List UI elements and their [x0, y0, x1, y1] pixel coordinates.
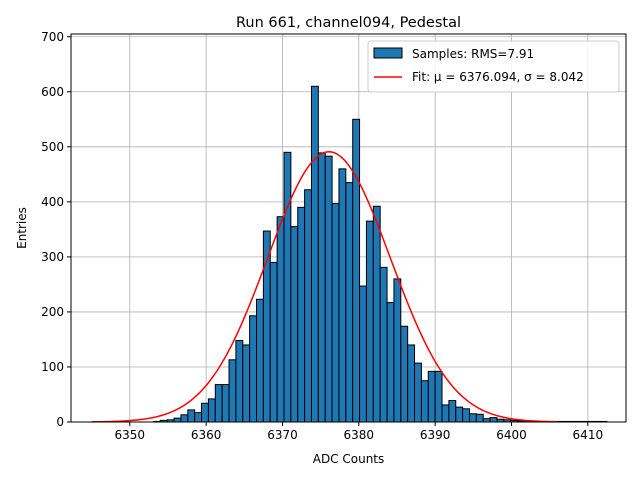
histogram-bar: [427, 370, 436, 423]
x-axis-label: ADC Counts: [313, 452, 385, 466]
histogram-bar: [407, 344, 416, 423]
y-tick-label: 600: [41, 85, 64, 99]
x-tick-label: 6410: [573, 428, 604, 442]
y-tick-label: 0: [56, 415, 64, 429]
x-tick-label: 6390: [420, 428, 451, 442]
histogram-bar: [194, 412, 203, 423]
y-tick-label: 200: [41, 305, 64, 319]
x-tick-label: 6350: [115, 428, 146, 442]
histogram-bar: [276, 216, 285, 423]
histogram-bar: [359, 285, 367, 423]
histogram-bar: [469, 413, 477, 423]
fit-curve: [91, 151, 558, 423]
y-tick-label: 100: [41, 360, 64, 374]
x-axis-ticks: 6350 6360 6370 6380 6390 6400 6410: [115, 422, 604, 442]
histogram-bar: [297, 206, 306, 423]
histogram-bar: [304, 189, 312, 423]
histogram-bar: [400, 325, 409, 423]
chart-title: Run 661, channel094, Pedestal: [236, 15, 461, 31]
histogram-bar: [434, 370, 443, 423]
histogram-bar: [475, 413, 484, 423]
y-axis-ticks: 0 100 200 300 400 500 600 700: [41, 30, 71, 429]
legend-samples-label: Samples: RMS=7.91: [412, 47, 534, 61]
y-tick-label: 500: [41, 140, 64, 154]
histogram-bar: [228, 359, 237, 423]
x-tick-label: 6380: [344, 428, 375, 442]
histogram-bar: [269, 261, 278, 423]
legend: Samples: RMS=7.91 Fit: μ = 6376.094, σ =…: [367, 40, 620, 93]
histogram-bar: [249, 315, 258, 423]
histogram-bar: [187, 409, 196, 423]
histogram-bar: [414, 362, 422, 423]
y-axis-label: Entries: [15, 207, 29, 249]
histogram-bar: [489, 417, 498, 423]
histogram-bar: [201, 402, 209, 423]
histogram-bar: [324, 155, 333, 423]
histogram-bar: [290, 226, 299, 423]
x-tick-label: 6360: [191, 428, 222, 442]
histogram-bar: [462, 408, 471, 423]
histogram-bar: [256, 298, 264, 423]
histogram-bar: [441, 404, 450, 423]
histogram-bar: [283, 151, 292, 423]
histogram-bar: [173, 417, 182, 423]
histogram-bar: [214, 384, 223, 423]
legend-box: [367, 40, 620, 93]
histogram-bar: [317, 152, 326, 423]
histogram-bar: [420, 380, 429, 423]
x-tick-label: 6370: [267, 428, 298, 442]
histogram-bar: [386, 302, 395, 423]
histogram-bar: [393, 278, 402, 423]
histogram-bar: [180, 414, 189, 423]
plot-frame: [70, 33, 627, 423]
histogram-bar: [365, 220, 374, 423]
histogram-bar: [448, 400, 457, 423]
histogram-bar: [242, 344, 251, 423]
y-tick-label: 700: [41, 30, 64, 44]
y-tick-label: 400: [41, 195, 64, 209]
histogram-bar: [235, 340, 244, 423]
histogram-bar: [207, 398, 216, 423]
histogram-bar: [372, 205, 381, 423]
histogram-bar: [379, 266, 388, 423]
histogram-bar: [455, 406, 464, 423]
legend-fit-label: Fit: μ = 6376.094, σ = 8.042: [412, 70, 584, 84]
histogram-bar: [221, 384, 230, 423]
histogram-bar: [338, 168, 347, 423]
histogram-bar: [310, 85, 319, 423]
histogram-bar: [345, 182, 354, 423]
legend-bar-swatch: [373, 47, 403, 59]
y-tick-label: 300: [41, 250, 64, 264]
x-tick-label: 6400: [496, 428, 527, 442]
histogram-bar: [331, 203, 340, 423]
histogram-bar: [352, 118, 361, 423]
